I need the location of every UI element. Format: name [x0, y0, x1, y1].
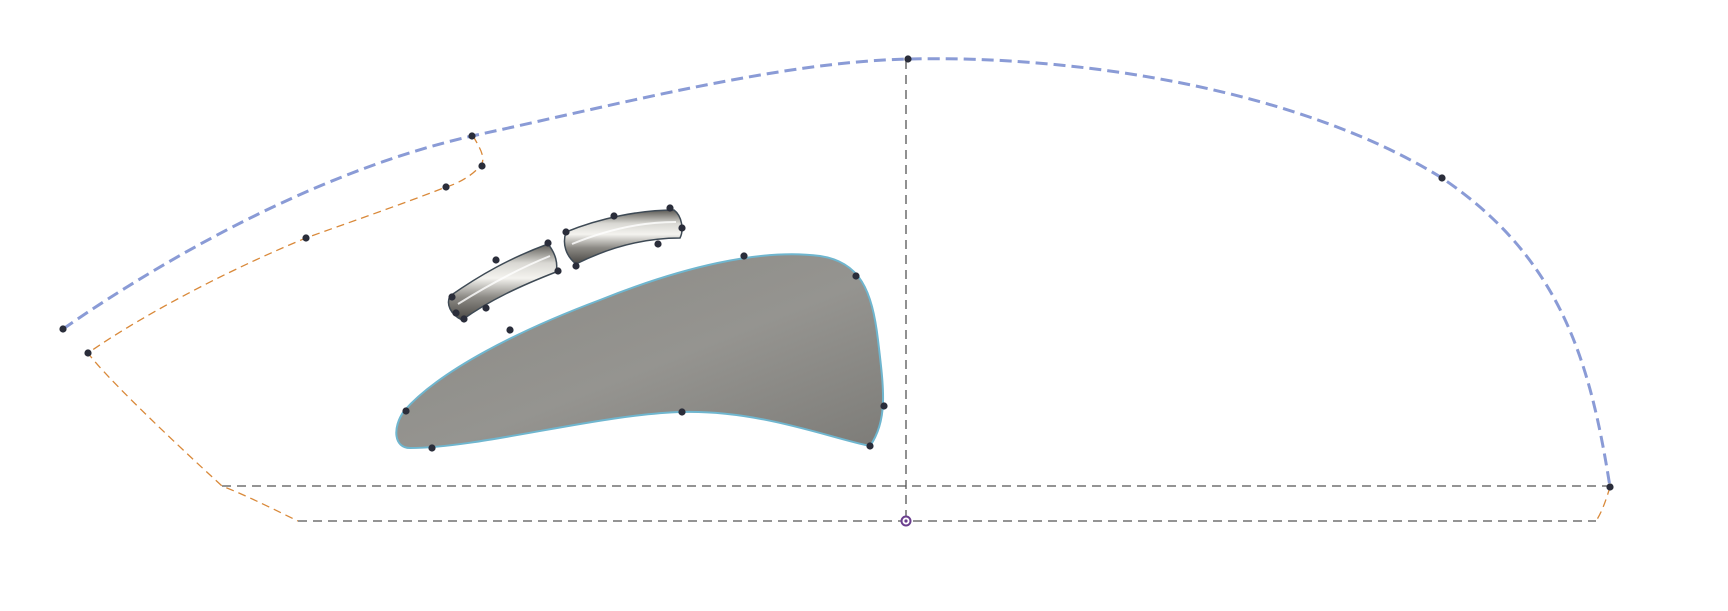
surface-body[interactable] [395, 253, 885, 450]
control-point-icon[interactable] [302, 234, 310, 242]
profile-spline[interactable] [62, 57, 1612, 488]
control-point-icon[interactable] [1606, 483, 1614, 491]
control-point-icon[interactable] [544, 239, 552, 247]
control-point-icon[interactable] [59, 325, 67, 333]
control-point-icon[interactable] [428, 444, 436, 452]
control-point-icon[interactable] [678, 408, 686, 416]
control-point-icon[interactable] [562, 228, 570, 236]
tube-segment-left[interactable] [447, 243, 558, 321]
control-point-icon[interactable] [666, 204, 674, 212]
control-point-icon[interactable] [442, 183, 450, 191]
control-point-icon[interactable] [448, 293, 456, 301]
control-point-icon[interactable] [654, 240, 662, 248]
control-point-icon[interactable] [402, 407, 410, 415]
control-point-icon[interactable] [904, 55, 912, 63]
control-point-icon[interactable] [678, 224, 686, 232]
control-point-icon[interactable] [84, 349, 92, 357]
control-point-icon[interactable] [460, 315, 468, 323]
offset-spline-right-end[interactable] [1595, 486, 1611, 522]
control-point-icon[interactable] [478, 162, 486, 170]
construction-lines [222, 60, 1610, 522]
control-point-icon[interactable] [610, 212, 618, 220]
control-point-icon[interactable] [506, 326, 514, 334]
control-point-icon[interactable] [1438, 174, 1446, 182]
control-points [59, 55, 1614, 527]
origin-point-center [904, 519, 908, 523]
control-point-icon[interactable] [852, 272, 860, 280]
offset-spline[interactable] [87, 135, 484, 522]
control-point-icon[interactable] [492, 256, 500, 264]
control-point-icon[interactable] [866, 442, 874, 450]
control-point-icon[interactable] [880, 402, 888, 410]
tube-segment-right[interactable] [563, 209, 683, 265]
control-point-icon[interactable] [554, 267, 562, 275]
control-point-icon[interactable] [468, 132, 476, 140]
control-point-icon[interactable] [572, 262, 580, 270]
control-point-icon[interactable] [482, 304, 490, 312]
control-point-icon[interactable] [452, 309, 460, 317]
control-point-icon[interactable] [740, 252, 748, 260]
